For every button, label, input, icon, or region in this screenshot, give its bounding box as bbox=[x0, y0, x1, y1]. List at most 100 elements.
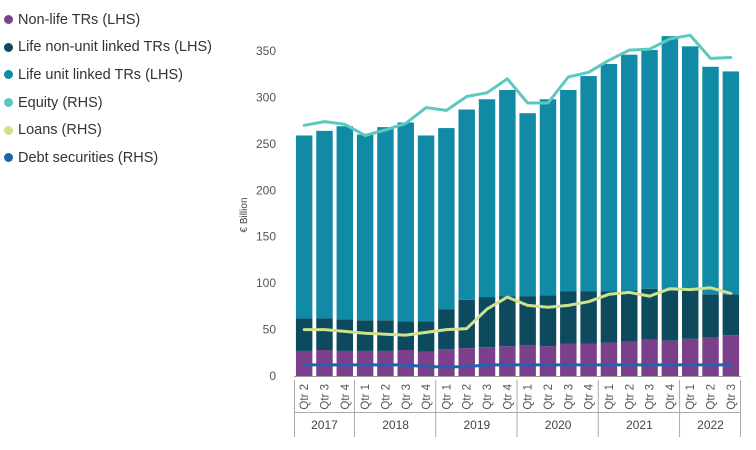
bar-1-21 bbox=[702, 336, 719, 376]
bar-3-20 bbox=[681, 46, 699, 291]
y-tick-label: 250 bbox=[256, 137, 276, 151]
bar-1-7 bbox=[417, 351, 435, 376]
legend-swatch bbox=[4, 15, 13, 25]
x-tick-label: Qtr 4 bbox=[421, 383, 433, 409]
y-tick-label: 350 bbox=[256, 44, 276, 58]
bar-2-11 bbox=[499, 296, 516, 347]
legend-item: Life non-unit linked TRs (LHS) bbox=[4, 34, 212, 62]
bar-3-9 bbox=[458, 109, 475, 300]
legend-item: Life unit linked TRs (LHS) bbox=[4, 61, 212, 89]
bar-3-2 bbox=[316, 130, 333, 319]
bar-3-22 bbox=[722, 71, 740, 295]
bar-3-15 bbox=[580, 76, 597, 292]
legend-label: Non-life TRs (LHS) bbox=[18, 11, 141, 28]
y-tick-label: 150 bbox=[256, 230, 276, 244]
bar-2-15 bbox=[580, 291, 597, 344]
legend-item: Debt securities (RHS) bbox=[4, 144, 212, 172]
bar-3-1 bbox=[295, 135, 313, 319]
x-tick-label: Qtr 3 bbox=[563, 384, 575, 410]
bar-2-18 bbox=[641, 288, 658, 340]
bar-1-15 bbox=[580, 343, 597, 376]
year-label: 2019 bbox=[464, 418, 491, 432]
x-tick-label: Qtr 2 bbox=[706, 384, 718, 410]
legend-item: Equity (RHS) bbox=[4, 89, 212, 117]
x-tick-label: Qtr 1 bbox=[441, 384, 453, 410]
bar-3-3 bbox=[336, 126, 354, 320]
x-tick-label: Qtr 1 bbox=[604, 384, 616, 410]
x-tick-label: Qtr 3 bbox=[482, 384, 494, 410]
bar-3-21 bbox=[702, 66, 719, 295]
bar-2-2 bbox=[316, 318, 333, 350]
legend-label: Loans (RHS) bbox=[18, 122, 102, 139]
bar-2-14 bbox=[560, 291, 577, 344]
bar-2-13 bbox=[539, 295, 557, 347]
line-series-3 bbox=[302, 363, 733, 369]
bar-3-5 bbox=[377, 127, 394, 321]
legend-swatch bbox=[4, 125, 13, 135]
bar-2-22 bbox=[722, 294, 740, 336]
bar-2-12 bbox=[519, 296, 536, 346]
bar-1-10 bbox=[478, 347, 496, 376]
bar-1-11 bbox=[499, 346, 516, 376]
bar-2-10 bbox=[478, 297, 496, 348]
legend-item: Non-life TRs (LHS) bbox=[4, 6, 212, 34]
bar-2-1 bbox=[295, 318, 313, 351]
x-tick-label: Qtr 2 bbox=[299, 384, 311, 410]
bar-2-4 bbox=[356, 320, 374, 351]
x-tick-label: Qtr 3 bbox=[401, 384, 413, 410]
line-series-1 bbox=[302, 33, 733, 137]
bar-3-16 bbox=[600, 63, 618, 292]
bar-1-22 bbox=[722, 335, 740, 376]
y-tick-label: 0 bbox=[269, 369, 276, 383]
bar-2-19 bbox=[661, 290, 679, 341]
year-label: 2017 bbox=[311, 418, 338, 432]
x-tick-label: Qtr 2 bbox=[380, 384, 392, 410]
bar-1-17 bbox=[621, 341, 638, 376]
bar-2-9 bbox=[458, 299, 475, 349]
legend-item: Loans (RHS) bbox=[4, 116, 212, 144]
x-tick-label: Qtr 1 bbox=[685, 384, 697, 410]
legend: Non-life TRs (LHS) Life non-unit linked T… bbox=[4, 6, 212, 172]
bar-3-18 bbox=[641, 50, 658, 289]
year-label: 2018 bbox=[382, 418, 409, 432]
x-tick-label: Qtr 3 bbox=[726, 384, 738, 410]
x-tick-label: Qtr 4 bbox=[340, 383, 352, 409]
y-tick-label: 50 bbox=[263, 323, 277, 337]
legend-label: Life unit linked TRs (LHS) bbox=[18, 66, 183, 83]
x-tick-label: Qtr 1 bbox=[523, 384, 535, 410]
legend-swatch bbox=[4, 153, 13, 163]
bar-3-10 bbox=[478, 99, 496, 298]
x-tick-label: Qtr 2 bbox=[462, 384, 474, 410]
x-tick-label: Qtr 2 bbox=[543, 384, 555, 410]
bar-2-20 bbox=[681, 290, 699, 339]
legend-label: Debt securities (RHS) bbox=[18, 149, 159, 166]
bar-1-14 bbox=[560, 343, 577, 376]
x-tick-label: Qtr 4 bbox=[502, 383, 514, 409]
x-tick-label: Qtr 4 bbox=[665, 383, 677, 409]
y-tick-label: 200 bbox=[256, 183, 276, 197]
bar-2-16 bbox=[600, 291, 618, 343]
x-tick-label: Qtr 4 bbox=[584, 383, 596, 409]
bar-2-7 bbox=[417, 321, 435, 352]
bar-3-7 bbox=[417, 135, 435, 322]
year-label: 2022 bbox=[697, 418, 724, 432]
line-series-2 bbox=[302, 286, 733, 337]
bar-1-20 bbox=[681, 338, 699, 376]
bar-1-16 bbox=[600, 342, 618, 376]
x-tick-label: Qtr 1 bbox=[360, 384, 372, 410]
y-tick-label: 100 bbox=[256, 276, 276, 290]
bar-1-6 bbox=[397, 349, 414, 376]
bar-3-4 bbox=[356, 134, 374, 321]
bar-3-19 bbox=[661, 36, 679, 291]
x-tick-label: Qtr 2 bbox=[624, 384, 636, 410]
bar-1-12 bbox=[519, 345, 536, 376]
bar-2-3 bbox=[336, 319, 354, 351]
bar-1-18 bbox=[641, 339, 658, 376]
bar-3-17 bbox=[621, 54, 638, 291]
bar-1-9 bbox=[458, 348, 475, 376]
legend-swatch bbox=[4, 98, 13, 108]
y-axis-label: € Billion bbox=[239, 197, 250, 232]
y-tick-label: 300 bbox=[256, 90, 276, 104]
bar-2-21 bbox=[702, 294, 719, 337]
